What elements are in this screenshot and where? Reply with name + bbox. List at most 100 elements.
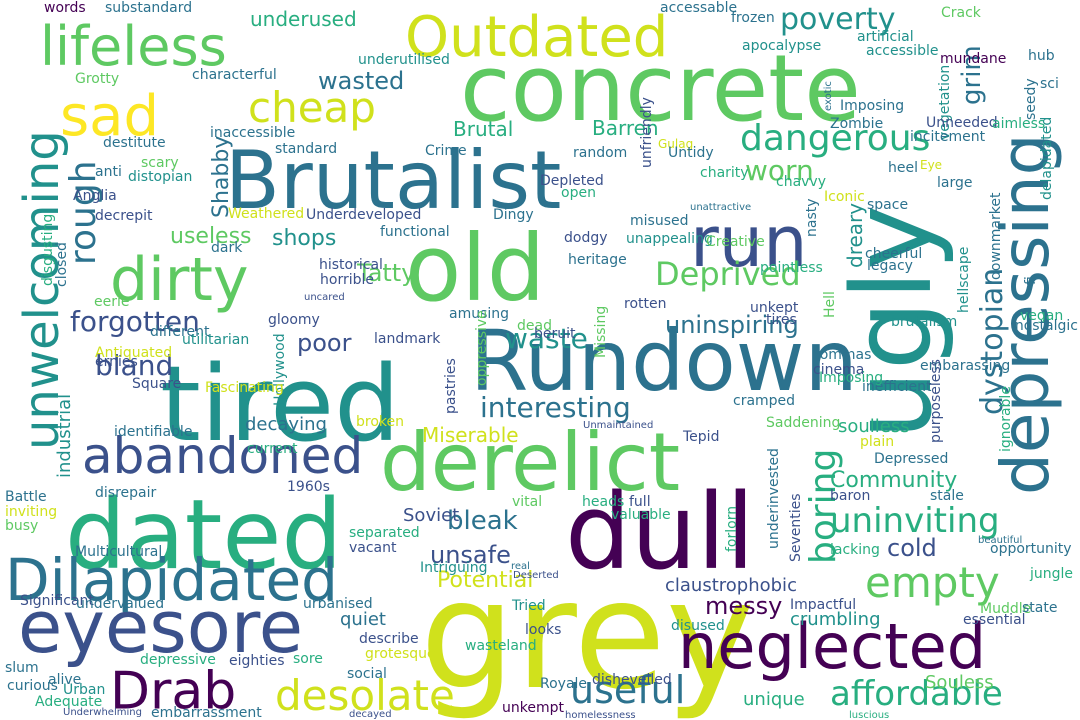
cloud-word: Unmaintained xyxy=(583,420,653,431)
cloud-word: charity xyxy=(700,165,749,181)
cloud-word: Gulag xyxy=(658,137,693,151)
cloud-word: cramped xyxy=(733,393,795,409)
cloud-word: industrial xyxy=(54,394,75,478)
cloud-word: disused xyxy=(671,618,725,634)
cloud-word: stale xyxy=(930,488,964,504)
cloud-word: accessable xyxy=(660,0,737,16)
cloud-word: curious xyxy=(7,678,58,694)
cloud-word: Barren xyxy=(592,116,659,140)
cloud-word: cold xyxy=(887,534,937,562)
cloud-word: open xyxy=(561,185,596,201)
cloud-word: Underwhelming xyxy=(63,707,142,718)
cloud-word: baron xyxy=(830,488,870,504)
cloud-word: distopian xyxy=(128,169,192,185)
cloud-word: purposeless xyxy=(928,359,944,443)
cloud-word: dirty xyxy=(110,245,248,315)
cloud-word: anti xyxy=(95,164,122,180)
cloud-word: neglected xyxy=(678,610,986,683)
cloud-word: random xyxy=(573,145,627,161)
cloud-word: nostalgic xyxy=(1015,318,1078,334)
cloud-word: homelessness xyxy=(565,710,636,720)
cloud-word: nasty xyxy=(804,198,820,237)
cloud-word: grotesque xyxy=(365,646,436,662)
cloud-word: Tried xyxy=(511,598,546,614)
cloud-word: Weathered xyxy=(228,206,304,222)
cloud-word: Souless xyxy=(925,672,994,693)
cloud-word: lacking xyxy=(830,542,880,558)
cloud-word: Outdated xyxy=(405,5,668,70)
cloud-word: vegan xyxy=(1020,308,1063,324)
cloud-word: identifiable xyxy=(114,424,192,440)
cloud-word: dangerous xyxy=(740,118,930,159)
cloud-word: tired xyxy=(160,343,400,465)
cloud-word: Intriguing xyxy=(420,560,488,576)
cloud-word: full xyxy=(629,494,651,510)
cloud-word: abandoned xyxy=(82,427,363,485)
cloud-word: commas xyxy=(812,347,871,363)
cloud-word: Depleted xyxy=(540,173,604,189)
cloud-word: Hollywood xyxy=(272,333,288,406)
cloud-word: separated xyxy=(349,525,420,541)
cloud-word: current xyxy=(247,441,298,457)
cloud-word: slum xyxy=(5,660,39,676)
cloud-word: Dingy xyxy=(493,207,534,223)
cloud-word: Miserable xyxy=(422,423,519,447)
cloud-word: poverty xyxy=(780,2,895,37)
cloud-word: unsafe xyxy=(430,541,511,569)
cloud-word: Unneeded xyxy=(926,115,998,131)
cloud-word: Muddle xyxy=(980,601,1031,617)
cloud-word: Imposing xyxy=(819,370,883,386)
cloud-word: Square xyxy=(132,376,181,392)
cloud-word: embarrassment xyxy=(151,705,262,720)
cloud-word: dreary xyxy=(843,203,867,268)
cloud-word: forlorn xyxy=(724,506,740,552)
cloud-word: rough xyxy=(63,160,104,265)
cloud-word: substandard xyxy=(105,0,192,16)
cloud-word: accessible xyxy=(866,43,938,59)
cloud-word: bleak xyxy=(447,506,518,536)
cloud-word: state xyxy=(1022,600,1057,616)
cloud-word: quiet xyxy=(340,609,386,630)
cloud-word: bland xyxy=(95,349,173,382)
cloud-word: ernies xyxy=(95,354,138,370)
cloud-word: destitute xyxy=(103,135,166,151)
cloud-word: historical xyxy=(319,257,383,273)
cloud-word: Zombie xyxy=(830,116,883,132)
cloud-word: Saddening xyxy=(766,415,840,431)
cloud-word: delapidated xyxy=(1039,117,1055,200)
cloud-word: social xyxy=(347,666,387,682)
cloud-word: vegetation xyxy=(937,65,953,140)
cloud-word: landmark xyxy=(374,331,441,347)
cloud-word: dystopian xyxy=(975,268,1010,415)
cloud-word: Rundown xyxy=(470,312,858,410)
cloud-word: Anglia xyxy=(73,188,117,204)
cloud-word: Significant xyxy=(20,593,94,609)
cloud-word: beautiful xyxy=(978,535,1022,546)
cloud-word: disrepair xyxy=(95,485,156,501)
cloud-word: cinema xyxy=(813,362,864,378)
cloud-word: disgusting xyxy=(40,214,56,286)
cloud-word: heel xyxy=(888,160,918,176)
cloud-word: opportunity xyxy=(990,541,1072,557)
cloud-word: forgotten xyxy=(70,305,200,338)
cloud-word: broken xyxy=(356,414,404,430)
cloud-word: Crime xyxy=(425,143,467,159)
cloud-word: eerie xyxy=(94,294,130,310)
cloud-word: heads xyxy=(582,494,624,510)
cloud-word: unwelcoming xyxy=(14,130,70,450)
cloud-word: uncared xyxy=(304,292,345,303)
cloud-word: wasted xyxy=(318,67,404,95)
cloud-word: chavvy xyxy=(776,174,826,190)
cloud-word: scary xyxy=(141,155,179,171)
cloud-word: valuable xyxy=(611,507,671,523)
cloud-word: grim xyxy=(957,45,987,105)
cloud-word: soulless xyxy=(838,416,910,437)
cloud-word: Royale xyxy=(540,676,587,692)
cloud-word: artificial xyxy=(857,29,914,45)
cloud-word: looks xyxy=(525,622,561,638)
cloud-word: old xyxy=(405,215,545,322)
cloud-word: downmarket xyxy=(988,192,1004,280)
cloud-word: derelict xyxy=(380,416,680,509)
cloud-word: grey xyxy=(420,549,755,720)
